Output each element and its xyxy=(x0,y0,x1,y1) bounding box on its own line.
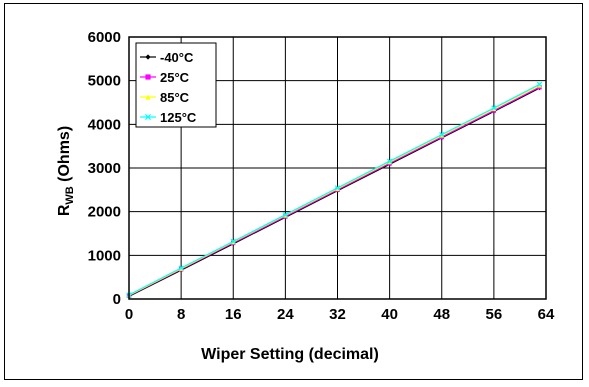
legend-item: -40°C xyxy=(140,50,194,65)
y-tick-label: 6000 xyxy=(88,29,121,46)
legend-item: 85°C xyxy=(140,90,190,105)
legend-item: 125°C xyxy=(140,110,197,125)
y-axis-title-rest: (Ohms) xyxy=(56,126,73,186)
x-tick-label: 40 xyxy=(381,306,398,323)
y-axis-title-main: R xyxy=(56,204,73,216)
legend-label: -40°C xyxy=(160,50,194,65)
legend-item: 25°C xyxy=(140,70,190,85)
data-point xyxy=(334,185,341,191)
legend-label: 125°C xyxy=(160,110,197,125)
x-tick-label: 32 xyxy=(329,306,346,323)
chart-frame xyxy=(4,3,583,380)
y-tick-label: 0 xyxy=(113,291,121,308)
data-point xyxy=(178,265,184,271)
data-point xyxy=(386,158,393,164)
data-point xyxy=(145,94,151,100)
data-point xyxy=(537,83,542,88)
tick-labels: 0 8 16 24 32 40 48 56 64 0 1000 2000 3000 4000 5000 600… xyxy=(88,29,555,323)
y-tick-label: 4000 xyxy=(88,116,121,133)
y-axis-title: RWB (Ohms) xyxy=(56,126,76,216)
x-tick-label: 48 xyxy=(433,306,450,323)
x-tick-label: 56 xyxy=(486,306,503,323)
y-axis-title-sub: WB xyxy=(64,186,76,204)
data-point xyxy=(282,212,289,218)
data-point xyxy=(145,54,151,60)
data-point xyxy=(491,105,497,111)
data-point xyxy=(144,113,152,121)
y-tick-label: 5000 xyxy=(88,73,121,90)
plot-area xyxy=(128,36,547,300)
x-tick-label: 64 xyxy=(538,306,555,323)
x-tick-label: 24 xyxy=(277,306,294,323)
data-point xyxy=(439,131,445,138)
data-point xyxy=(145,74,151,80)
x-tick-label: 0 xyxy=(125,306,133,323)
y-tick-label: 1000 xyxy=(88,247,121,264)
x-axis-title: Wiper Setting (decimal) xyxy=(201,346,379,363)
y-tick-label: 2000 xyxy=(88,204,121,221)
data-point xyxy=(230,238,236,245)
x-tick-label: 16 xyxy=(225,306,242,323)
legend: -40°C 25°C 85°C 125°C xyxy=(135,42,217,128)
y-tick-label: 3000 xyxy=(88,160,121,177)
legend-label: 85°C xyxy=(160,90,190,105)
legend-label: 25°C xyxy=(160,70,190,85)
data-point xyxy=(536,81,543,88)
x-tick-label: 8 xyxy=(177,306,185,323)
series-layer xyxy=(126,81,543,299)
legend-box xyxy=(135,42,217,128)
